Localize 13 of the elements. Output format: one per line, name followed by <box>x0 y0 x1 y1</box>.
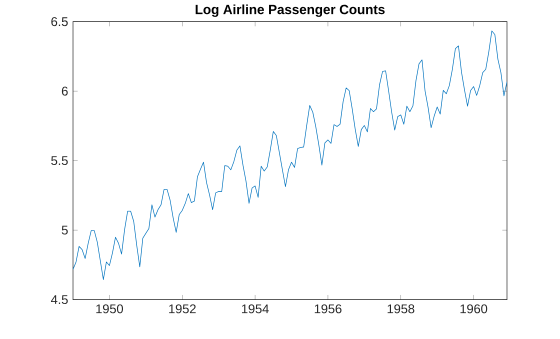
y-tick-label: 5 <box>62 226 68 235</box>
chart-title: Log Airline Passenger Counts <box>196 4 385 18</box>
x-tick-label: 1960 <box>460 304 488 314</box>
x-tick-label: 1954 <box>242 304 269 314</box>
x-tick-label: 1958 <box>388 304 414 314</box>
x-tick-label: 1956 <box>314 304 342 314</box>
x-tick-label: 1952 <box>169 304 196 314</box>
y-tick-label: 5.5 <box>51 156 68 166</box>
x-tick-label: 1950 <box>96 304 124 314</box>
y-tick-label: 6.5 <box>51 17 68 26</box>
y-tick-label: 6 <box>62 86 68 96</box>
line-series <box>73 30 507 280</box>
y-tick-label: 4.5 <box>50 295 68 304</box>
